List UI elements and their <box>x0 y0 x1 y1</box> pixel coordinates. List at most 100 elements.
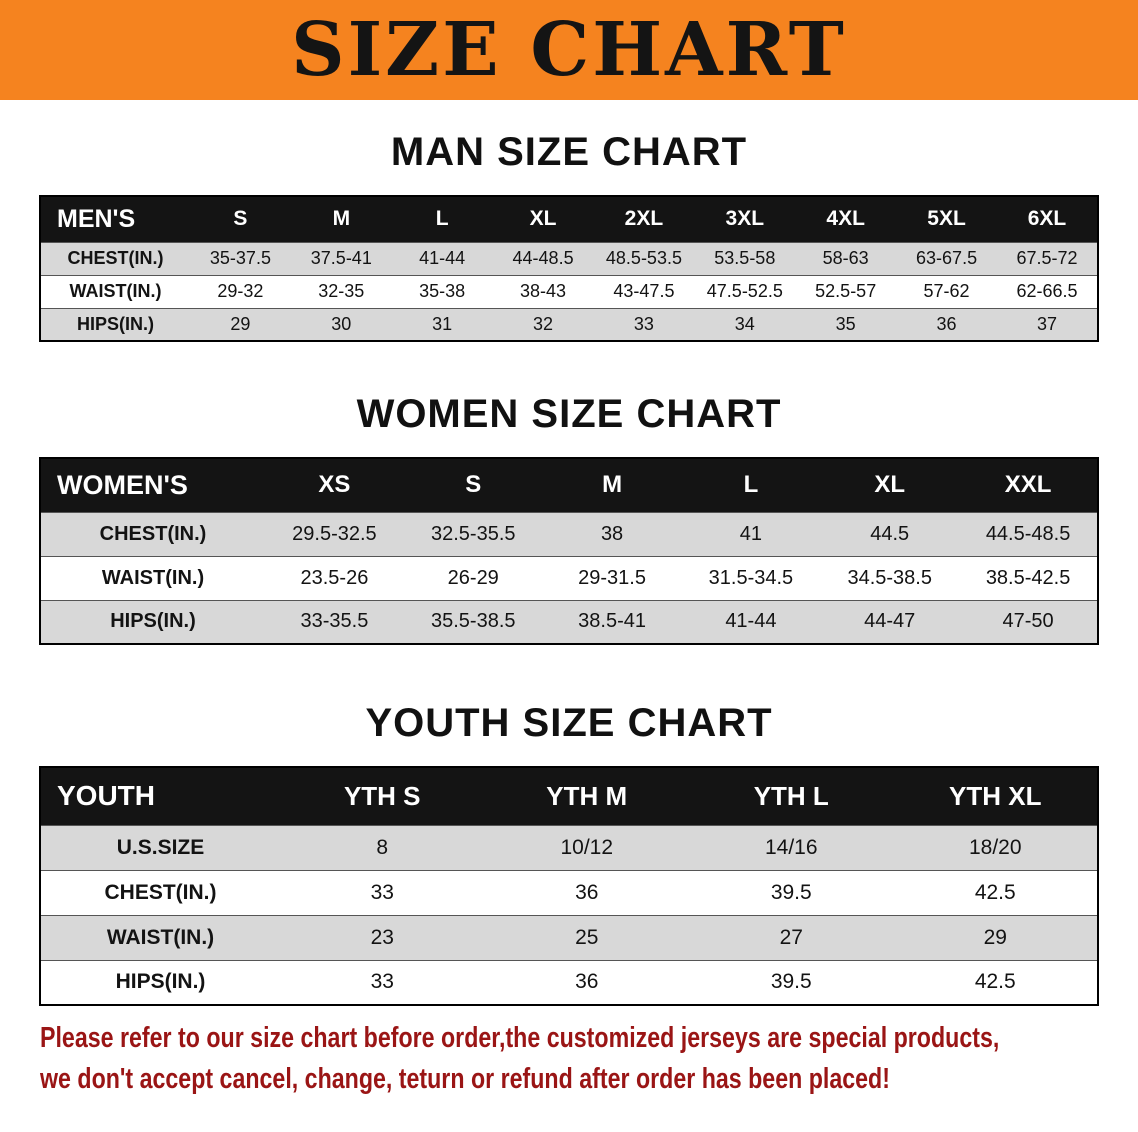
measurement-row: HIPS(IN.) 33 36 39.5 42.5 <box>40 959 1098 1005</box>
size-value-cell: 41-44 <box>681 599 821 644</box>
size-value-cell: 8 <box>280 824 485 870</box>
size-value-cell: 29 <box>893 914 1098 960</box>
size-column-header: YTH L <box>689 767 894 825</box>
size-value-cell: 42.5 <box>893 959 1098 1005</box>
size-value-cell: 34.5-38.5 <box>820 555 960 600</box>
size-value-cell: 23 <box>280 914 485 960</box>
size-value-cell: 38-43 <box>492 274 594 308</box>
size-value-cell: 26-29 <box>403 555 543 600</box>
size-column-header: 2XL <box>593 196 695 242</box>
size-value-cell: 52.5-57 <box>795 274 897 308</box>
size-column-header: YTH M <box>484 767 689 825</box>
measurement-row: WAIST(IN.) 23 25 27 29 <box>40 914 1098 960</box>
size-column-header: 6XL <box>997 196 1098 242</box>
womens-size-section: WOMEN SIZE CHART WOMEN'S XS S M L XL XXL CHEST(… <box>0 392 1138 645</box>
disclaimer-line-2: we don't accept cancel, change, teturn o… <box>40 1063 890 1095</box>
size-value-cell: 48.5-53.5 <box>593 241 695 275</box>
size-value-cell: 39.5 <box>689 869 894 915</box>
measurement-row: HIPS(IN.) 29 30 31 32 33 34 35 36 37 <box>40 307 1098 341</box>
size-value-cell: 36 <box>484 959 689 1005</box>
youth-size-section: YOUTH SIZE CHART YOUTH YTH S YTH M YTH L YTH… <box>0 701 1138 1006</box>
size-column-header: YTH S <box>280 767 485 825</box>
womens-chart-heading: WOMEN SIZE CHART <box>356 392 782 436</box>
row-label: WAIST(IN.) <box>40 555 265 600</box>
size-value-cell: 35.5-38.5 <box>403 599 543 644</box>
size-value-cell: 32.5-35.5 <box>403 511 543 556</box>
size-value-cell: 29-32 <box>190 274 291 308</box>
row-label: CHEST(IN.) <box>40 511 265 556</box>
size-value-cell: 33 <box>280 959 485 1005</box>
size-value-cell: 38.5-42.5 <box>959 555 1098 600</box>
size-column-header: L <box>681 458 821 512</box>
size-value-cell: 35-38 <box>391 274 493 308</box>
size-value-cell: 31 <box>391 307 493 341</box>
size-column-header: 4XL <box>795 196 897 242</box>
size-value-cell: 37 <box>997 307 1098 341</box>
size-column-header: S <box>190 196 291 242</box>
measurement-row: CHEST(IN.) 33 36 39.5 42.5 <box>40 869 1098 915</box>
size-value-cell: 32 <box>492 307 594 341</box>
table-corner-label: MEN'S <box>40 196 190 242</box>
table-header-row: WOMEN'S XS S M L XL XXL <box>40 458 1098 512</box>
size-column-header: XL <box>492 196 594 242</box>
size-value-cell: 58-63 <box>795 241 897 275</box>
size-value-cell: 53.5-58 <box>694 241 796 275</box>
size-column-header: M <box>542 458 682 512</box>
size-column-header: XS <box>265 458 404 512</box>
row-label: U.S.SIZE <box>40 824 280 870</box>
size-value-cell: 39.5 <box>689 959 894 1005</box>
size-value-cell: 44-48.5 <box>492 241 594 275</box>
youth-chart-heading: YOUTH SIZE CHART <box>365 701 773 745</box>
size-value-cell: 44-47 <box>820 599 960 644</box>
size-value-cell: 23.5-26 <box>265 555 404 600</box>
measurement-row: U.S.SIZE 8 10/12 14/16 18/20 <box>40 824 1098 870</box>
size-value-cell: 42.5 <box>893 869 1098 915</box>
womens-size-table: WOMEN'S XS S M L XL XXL CHEST(IN.) 29.5-32.5 32.5… <box>39 457 1099 645</box>
size-column-header: XXL <box>959 458 1098 512</box>
disclaimer: Please refer to our size chart before or… <box>40 1022 1138 1096</box>
row-label: HIPS(IN.) <box>40 959 280 1005</box>
size-value-cell: 31.5-34.5 <box>681 555 821 600</box>
size-value-cell: 63-67.5 <box>896 241 997 275</box>
table-header-row: MEN'S S M L XL 2XL 3XL 4XL 5XL 6XL <box>40 196 1098 242</box>
size-value-cell: 41-44 <box>391 241 493 275</box>
size-value-cell: 57-62 <box>896 274 997 308</box>
size-value-cell: 35 <box>795 307 897 341</box>
size-value-cell: 27 <box>689 914 894 960</box>
size-value-cell: 34 <box>694 307 796 341</box>
table-header-row: YOUTH YTH S YTH M YTH L YTH XL <box>40 767 1098 825</box>
table-corner-label: WOMEN'S <box>40 458 265 512</box>
disclaimer-line-1: Please refer to our size chart before or… <box>40 1022 1000 1054</box>
banner: SIZE CHART <box>0 0 1138 100</box>
size-value-cell: 29 <box>190 307 291 341</box>
row-label: CHEST(IN.) <box>40 241 190 275</box>
mens-size-table: MEN'S S M L XL 2XL 3XL 4XL 5XL 6XL CHEST(IN.) 35-37… <box>39 195 1099 342</box>
size-chart-page: SIZE CHART MAN SIZE CHART MEN'S S M L XL 2XL 3… <box>0 0 1138 1096</box>
measurement-row: WAIST(IN.) 23.5-26 26-29 29-31.5 31.5-34.5 34… <box>40 555 1098 600</box>
size-value-cell: 62-66.5 <box>997 274 1098 308</box>
measurement-row: CHEST(IN.) 29.5-32.5 32.5-35.5 38 41 44.5 44.5… <box>40 511 1098 556</box>
measurement-row: CHEST(IN.) 35-37.5 37.5-41 41-44 44-48.5 48.5… <box>40 241 1098 275</box>
page-title: SIZE CHART <box>291 7 847 93</box>
size-column-header: S <box>403 458 543 512</box>
size-column-header: XL <box>820 458 960 512</box>
size-value-cell: 44.5-48.5 <box>959 511 1098 556</box>
size-column-header: 3XL <box>694 196 796 242</box>
size-value-cell: 36 <box>896 307 997 341</box>
row-label: HIPS(IN.) <box>40 599 265 644</box>
mens-chart-heading: MAN SIZE CHART <box>390 130 748 174</box>
size-column-header: YTH XL <box>893 767 1098 825</box>
size-value-cell: 25 <box>484 914 689 960</box>
row-label: CHEST(IN.) <box>40 869 280 915</box>
size-value-cell: 41 <box>681 511 821 556</box>
size-value-cell: 14/16 <box>689 824 894 870</box>
row-label: WAIST(IN.) <box>40 274 190 308</box>
size-value-cell: 47.5-52.5 <box>694 274 796 308</box>
size-value-cell: 36 <box>484 869 689 915</box>
row-label: HIPS(IN.) <box>40 307 190 341</box>
youth-size-table: YOUTH YTH S YTH M YTH L YTH XL U.S.SIZE 8 10/12… <box>39 766 1099 1006</box>
size-value-cell: 38 <box>542 511 682 556</box>
size-value-cell: 32-35 <box>290 274 392 308</box>
mens-size-section: MAN SIZE CHART MEN'S S M L XL 2XL 3XL 4XL 5XL 6XL… <box>0 130 1138 342</box>
table-corner-label: YOUTH <box>40 767 280 825</box>
